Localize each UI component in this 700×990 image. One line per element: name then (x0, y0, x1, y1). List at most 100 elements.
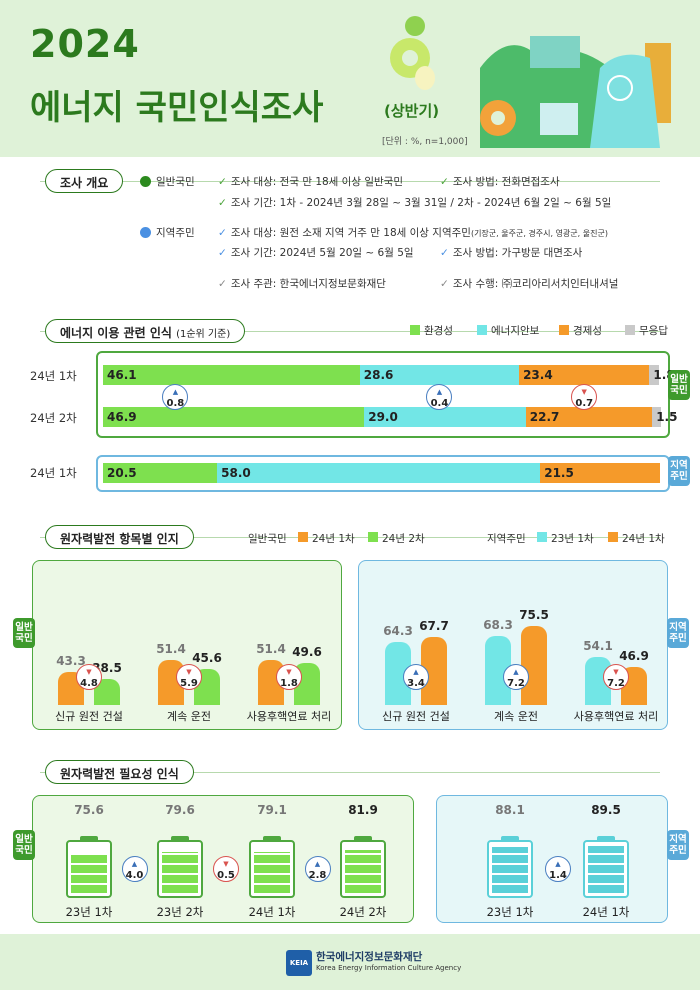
bar-value: 43.3 (56, 654, 86, 669)
battery-level (254, 851, 290, 893)
bulb-icon (415, 66, 435, 90)
stack-segment: 29.0 (364, 407, 526, 427)
local-necessity-panel (436, 795, 668, 923)
local-method: 조사 방법: 가구방문 대면조사 (452, 247, 583, 259)
stack-segment: 20.5 (103, 463, 218, 483)
general-dot (140, 176, 151, 187)
check-icon: ✓ (218, 176, 227, 188)
bar-value: 54.1 (583, 638, 613, 653)
change-badge: ▼ 0.7 (571, 384, 598, 410)
change-value: 0.5 (217, 870, 235, 881)
change-badge: ▼ 5.9 (176, 664, 202, 690)
stack-segment: 1.8 (649, 365, 675, 385)
legend-swatch (477, 325, 487, 335)
triangle-up-icon: ▲ (436, 388, 443, 396)
change-value: 0.4 (430, 398, 449, 409)
battery-icon (487, 840, 533, 898)
local-target: 조사 대상: 원전 소재 지역 거주 만 18세 이상 지역주민 (230, 227, 471, 239)
legend-label: 무응답 (639, 325, 668, 337)
bar-value: 68.3 (483, 617, 513, 632)
triangle-up-icon: ▲ (131, 860, 138, 868)
general-target: 조사 대상: 전국 만 18세 이상 일반국민 (230, 176, 403, 188)
triangle-down-icon: ▼ (613, 668, 619, 676)
triangle-up-icon: ▲ (172, 388, 179, 396)
bar-value: 75.5 (519, 607, 549, 622)
general-period: 조사 기간: 1차 - 2024년 3월 28일 ~ 3월 31일 / 2차 -… (230, 197, 612, 209)
category-label: 신규 원전 건설 (55, 710, 123, 723)
triangle-down-icon: ▼ (186, 668, 192, 676)
bar-value: 45.6 (192, 650, 222, 665)
general-tab: 일반국민 (13, 618, 35, 648)
category-label: 계속 운전 (494, 710, 538, 723)
keia-logo: KEIA (286, 950, 312, 976)
bar-value: 46.9 (619, 648, 649, 663)
header-year: 2024 (30, 22, 140, 66)
org-name: 한국에너지정보문화재단 (316, 951, 423, 963)
change-value: 7.2 (607, 678, 625, 689)
cooling-tower-icon (590, 54, 660, 148)
change-value: 5.9 (180, 678, 198, 689)
legend-local-s2: 24년 1차 (622, 533, 665, 545)
bar-value: 51.4 (156, 642, 186, 657)
battery-value: 75.6 (74, 803, 104, 817)
energy-illustration (390, 16, 671, 148)
category-label: 계속 운전 (167, 710, 211, 723)
stack-segment: 21.5 (540, 463, 660, 483)
legend-label: 환경성 (424, 325, 453, 337)
bar-value: 51.4 (256, 642, 286, 657)
change-badge: ▲ 3.4 (403, 664, 429, 690)
local-period: 조사 기간: 2024년 5월 20일 ~ 6월 5일 (230, 247, 414, 259)
battery-icon (157, 840, 203, 898)
battery-level (492, 847, 528, 893)
category-label: 신규 원전 건설 (382, 710, 450, 723)
legend-label: 경제성 (573, 325, 602, 337)
atom-icon (607, 75, 633, 101)
triangle-down-icon: ▼ (86, 668, 92, 676)
battery-icon (340, 840, 386, 898)
legend-general-s2: 24년 2차 (382, 533, 425, 545)
battery-value: 79.1 (257, 803, 287, 817)
check-icon: ✓ (440, 247, 449, 259)
check-icon: ✓ (218, 247, 227, 259)
battery-cap (597, 836, 615, 840)
section-divider (40, 181, 660, 182)
legend-swatch (298, 532, 308, 542)
section-divider (40, 331, 660, 332)
change-badge: ▼ 4.8 (76, 664, 102, 690)
performer: 조사 수행: ㈜코리아리서치인터내셔널 (452, 278, 619, 290)
change-value: 3.4 (407, 678, 425, 689)
factory-icon (530, 36, 580, 68)
local-period-row: ✓ 조사 기간: 2024년 5월 20일 ~ 6월 5일 (218, 245, 414, 260)
section-divider (40, 772, 660, 773)
bar (521, 625, 547, 705)
stack-segment: 46.1 (103, 365, 360, 385)
legend-swatch (625, 325, 635, 335)
section1-note: (1순위 기준) (176, 329, 231, 340)
triangle-down-icon: ▼ (223, 860, 229, 868)
general-period-row: ✓ 조사 기간: 1차 - 2024년 3월 28일 ~ 3월 31일 / 2차 … (218, 195, 611, 210)
local-tab: 지역주민 (667, 618, 689, 648)
change-badge: ▲ 4.0 (121, 856, 148, 882)
battery-level (588, 846, 624, 893)
check-icon: ✓ (440, 176, 449, 188)
battery-level (162, 851, 198, 893)
legend-local-label: 지역주민 (487, 533, 526, 545)
general-group-label: 일반국민 (156, 176, 195, 188)
legend-general-label: 일반국민 (248, 533, 287, 545)
battery-cap (354, 836, 372, 840)
check-icon: ✓ (440, 278, 449, 290)
battery-icon (66, 840, 112, 898)
battery-level (345, 850, 381, 893)
legend-swatch (537, 532, 547, 542)
local-target-note: (기장군, 울주군, 경주시, 영광군, 울진군) (470, 229, 608, 238)
battery-value: 89.5 (591, 803, 621, 817)
performer-row: ✓ 조사 수행: ㈜코리아리서치인터내셔널 (440, 276, 618, 291)
triangle-down-icon: ▼ (286, 668, 292, 676)
triangle-up-icon: ▲ (513, 668, 519, 676)
triangle-up-icon: ▲ (413, 668, 419, 676)
stack-segment: 58.0 (217, 463, 541, 483)
row-label: 24년 1차 (30, 466, 77, 480)
category-label: 24년 1차 (582, 905, 630, 919)
battery-value: 81.9 (348, 803, 378, 817)
row-label: 24년 1차 (30, 369, 77, 383)
